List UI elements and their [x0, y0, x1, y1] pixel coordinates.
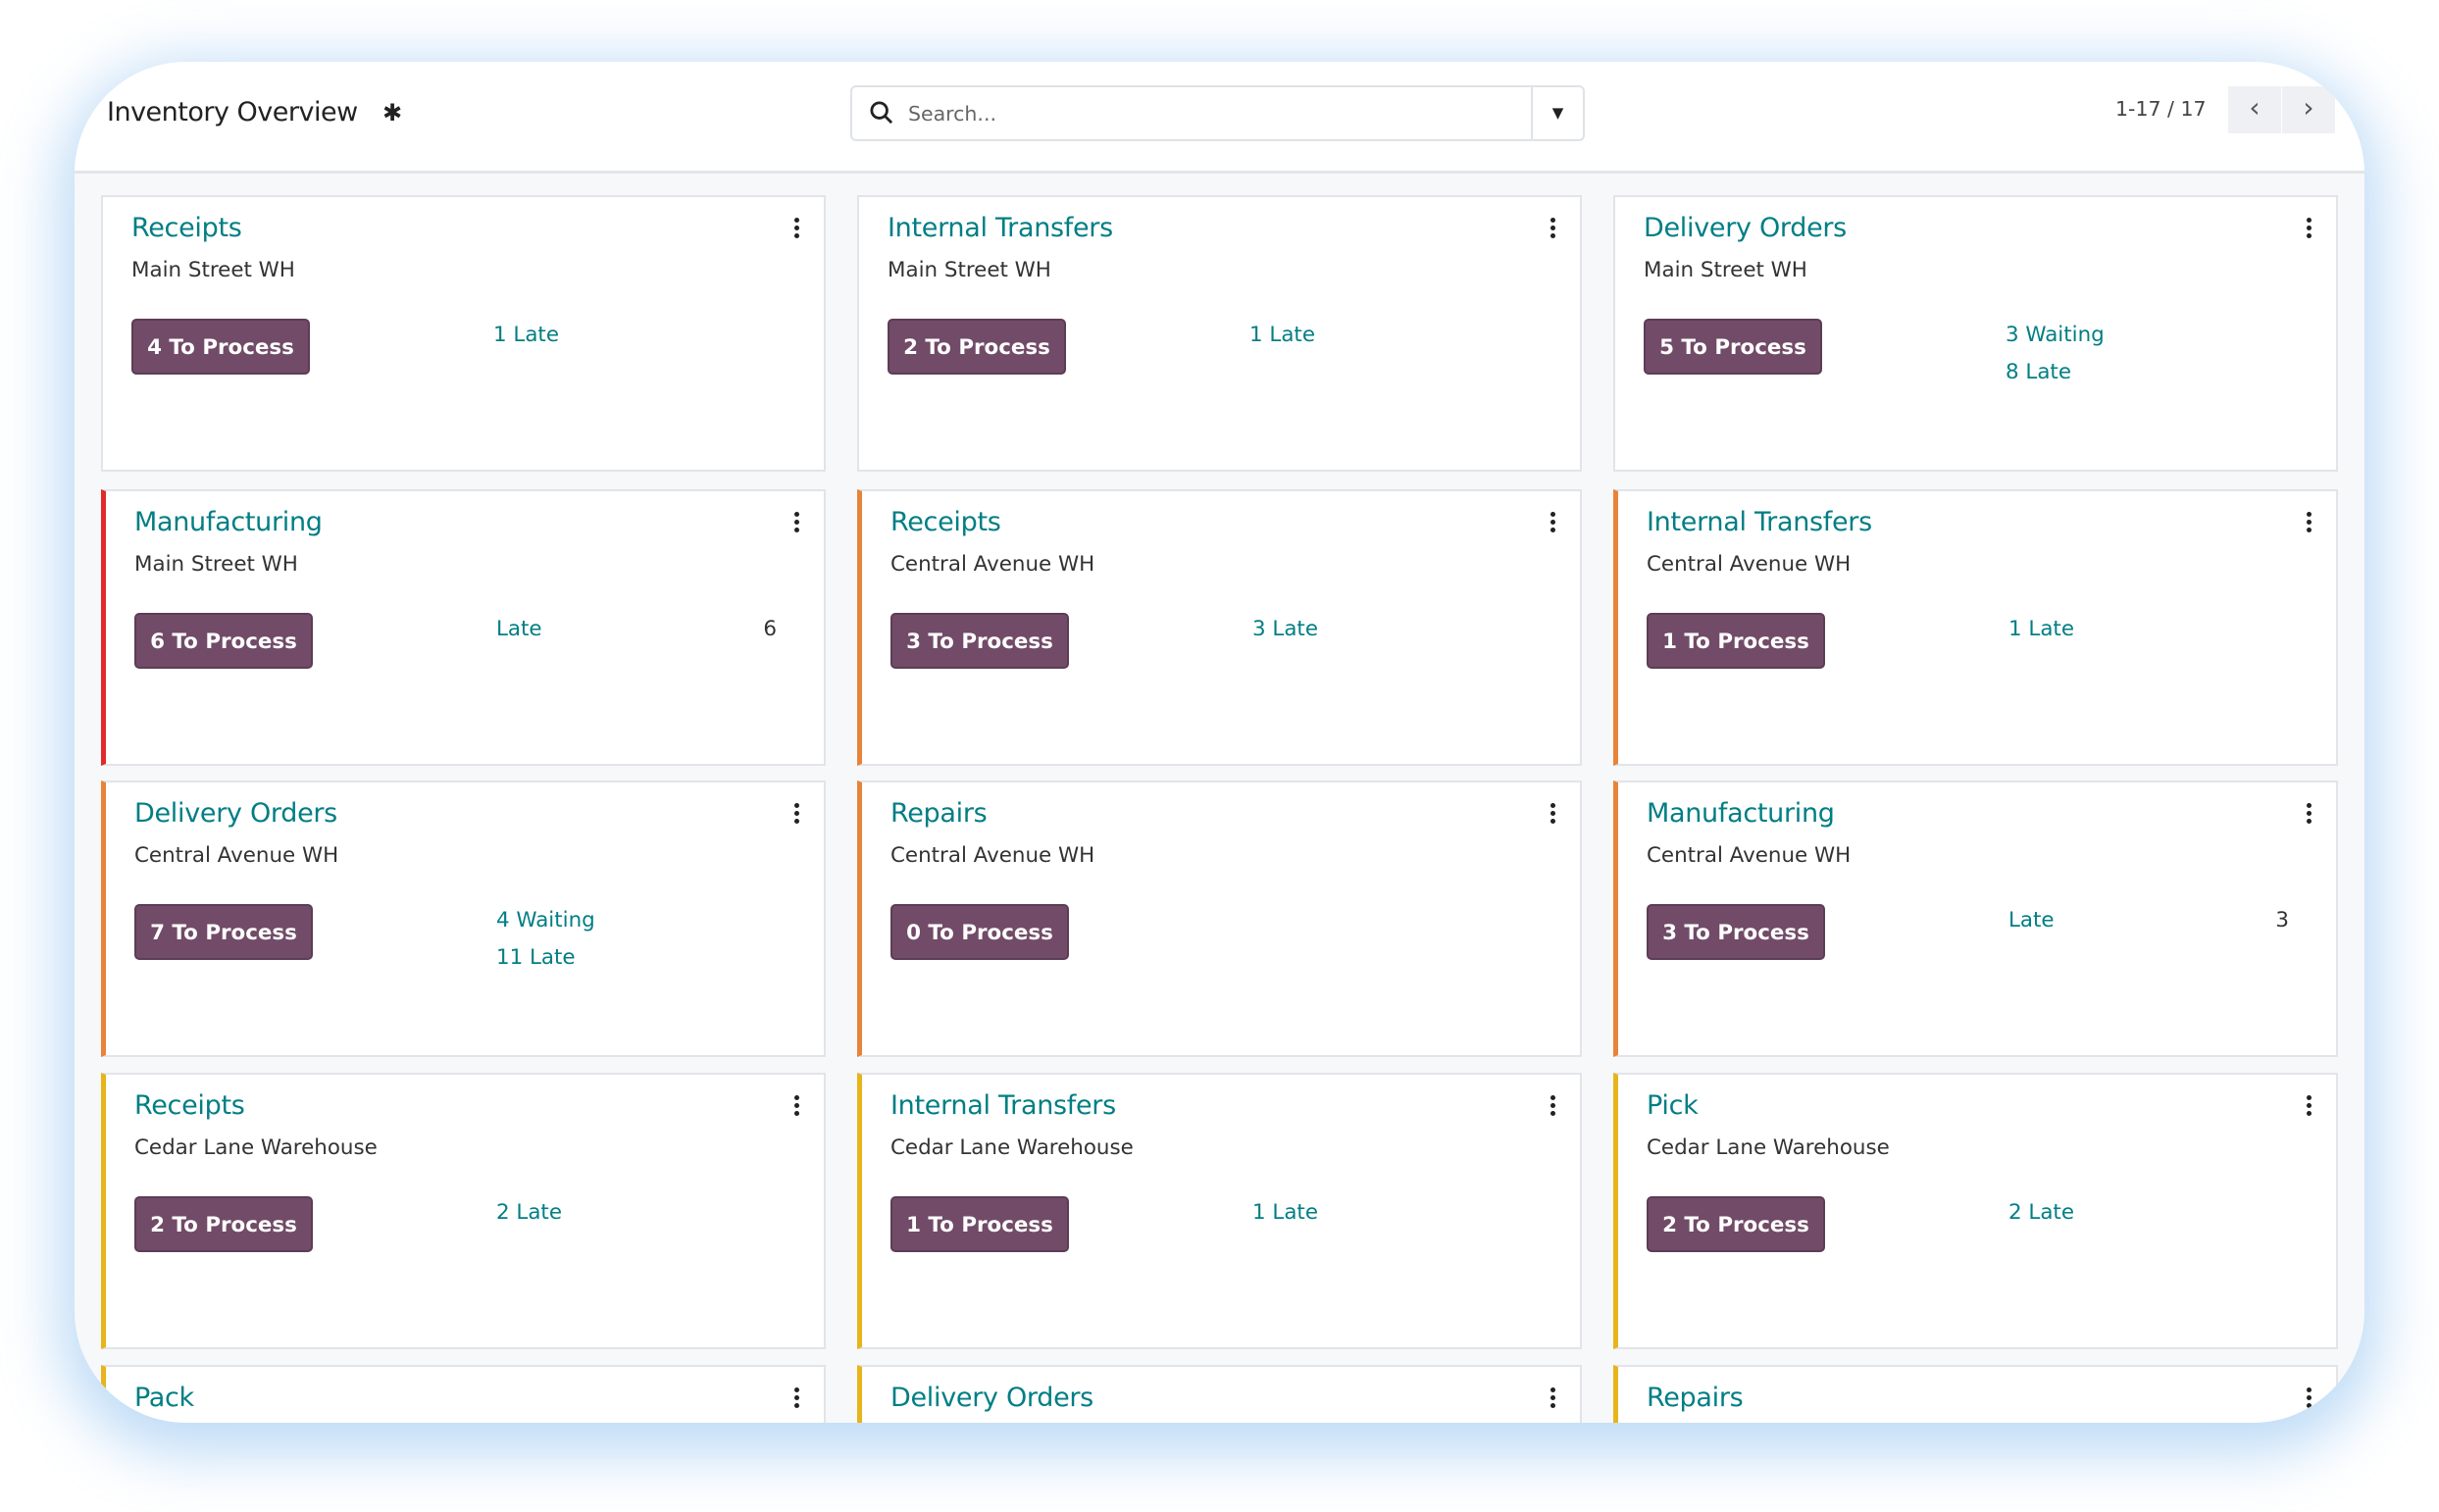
kebab-menu-icon[interactable] — [2307, 1095, 2312, 1119]
to-process-button[interactable]: 4 To Process — [131, 319, 310, 375]
status-link[interactable]: 4 Waiting — [496, 908, 595, 932]
gear-icon[interactable]: ✱ — [382, 99, 403, 126]
card-warehouse: Main Street WH — [1644, 258, 1807, 282]
pager-previous-button[interactable]: ‹ — [2228, 86, 2281, 133]
to-process-button[interactable]: 2 To Process — [888, 319, 1066, 375]
to-process-button[interactable]: 1 To Process — [1647, 613, 1825, 669]
card-warehouse: Central Avenue WH — [134, 843, 339, 868]
card-title[interactable]: Delivery Orders — [1644, 213, 1847, 243]
kanban-card[interactable]: Pack — [101, 1365, 826, 1423]
status-link[interactable]: 3 Late — [1252, 617, 1318, 641]
kanban-card[interactable]: Delivery Orders Main Street WH 5 To Proces… — [1613, 195, 2338, 472]
page-title: Inventory Overview — [107, 97, 358, 127]
status-link[interactable]: 1 Late — [1252, 1200, 1318, 1225]
kanban-card[interactable]: Pick Cedar Lane Warehouse 2 To Process 2 La… — [1613, 1073, 2338, 1349]
to-process-button[interactable]: 1 To Process — [890, 1196, 1069, 1252]
status-link[interactable]: 1 Late — [493, 323, 559, 347]
kebab-menu-icon[interactable] — [2307, 803, 2312, 827]
card-title[interactable]: Repairs — [1647, 1383, 1744, 1413]
card-title[interactable]: Manufacturing — [1647, 798, 1835, 829]
kebab-menu-icon[interactable] — [1550, 803, 1555, 827]
card-warehouse: Central Avenue WH — [890, 552, 1095, 577]
card-title[interactable]: Internal Transfers — [890, 1090, 1116, 1121]
card-title[interactable]: Internal Transfers — [888, 213, 1113, 243]
card-warehouse: Cedar Lane Warehouse — [134, 1135, 378, 1160]
kebab-menu-icon[interactable] — [794, 1095, 799, 1119]
card-warehouse: Main Street WH — [131, 258, 295, 282]
card-warehouse: Central Avenue WH — [1647, 552, 1852, 577]
search-bar[interactable]: Search... ▼ — [850, 85, 1585, 141]
status-link[interactable]: 11 Late — [496, 945, 576, 970]
status-link[interactable]: 3 Waiting — [2006, 323, 2105, 347]
to-process-button[interactable]: 2 To Process — [134, 1196, 313, 1252]
kanban-card[interactable]: Repairs — [1613, 1365, 2338, 1423]
to-process-button[interactable]: 3 To Process — [1647, 904, 1825, 960]
pager-value[interactable]: 1-17 / 17 — [2115, 97, 2207, 121]
card-warehouse: Main Street WH — [134, 552, 298, 577]
to-process-button[interactable]: 0 To Process — [890, 904, 1069, 960]
search-icon — [870, 101, 893, 125]
card-title[interactable]: Delivery Orders — [890, 1383, 1093, 1413]
card-title[interactable]: Internal Transfers — [1647, 507, 1872, 537]
kanban-card[interactable]: Receipts Central Avenue WH 3 To Process 3 L… — [857, 489, 1582, 766]
kanban-card[interactable]: Repairs Central Avenue WH 0 To Process — [857, 781, 1582, 1057]
search-options-toggle[interactable]: ▼ — [1531, 87, 1583, 139]
card-warehouse: Central Avenue WH — [890, 843, 1095, 868]
kebab-menu-icon[interactable] — [794, 218, 799, 241]
kebab-menu-icon[interactable] — [1550, 218, 1555, 241]
status-link[interactable]: Late — [2008, 908, 2055, 932]
status-link[interactable]: 1 Late — [1249, 323, 1315, 347]
kebab-menu-icon[interactable] — [1550, 1095, 1555, 1119]
kanban-card[interactable]: Delivery Orders Central Avenue WH 7 To Pro… — [101, 781, 826, 1057]
card-title[interactable]: Receipts — [890, 507, 1001, 537]
app-window: Inventory Overview ✱ Search... ▼ 1-17 / … — [75, 62, 2364, 1423]
status-link[interactable]: 2 Late — [2008, 1200, 2074, 1225]
card-title[interactable]: Pick — [1647, 1090, 1699, 1121]
kanban-card[interactable]: Receipts Main Street WH 4 To Process 1 Late — [101, 195, 826, 472]
kebab-menu-icon[interactable] — [2307, 1387, 2312, 1411]
card-title[interactable]: Repairs — [890, 798, 988, 829]
search-input[interactable]: Search... — [908, 102, 996, 126]
kanban-card[interactable]: Manufacturing Central Avenue WH 3 To Proce… — [1613, 781, 2338, 1057]
card-warehouse: Main Street WH — [888, 258, 1051, 282]
card-title[interactable]: Receipts — [131, 213, 242, 243]
kanban-card[interactable]: Manufacturing Main Street WH 6 To Process L… — [101, 489, 826, 766]
to-process-button[interactable]: 5 To Process — [1644, 319, 1822, 375]
late-count[interactable]: 3 — [2275, 908, 2289, 932]
to-process-button[interactable]: 2 To Process — [1647, 1196, 1825, 1252]
card-warehouse: Cedar Lane Warehouse — [890, 1135, 1134, 1160]
control-panel: Inventory Overview ✱ Search... ▼ 1-17 / … — [75, 62, 2364, 174]
kebab-menu-icon[interactable] — [1550, 1387, 1555, 1411]
kebab-menu-icon[interactable] — [1550, 512, 1555, 535]
status-link[interactable]: 2 Late — [496, 1200, 562, 1225]
card-title[interactable]: Delivery Orders — [134, 798, 337, 829]
kanban-card[interactable]: Internal Transfers Main Street WH 2 To Pro… — [857, 195, 1582, 472]
late-count[interactable]: 6 — [763, 617, 777, 641]
card-warehouse: Cedar Lane Warehouse — [1647, 1135, 1890, 1160]
kebab-menu-icon[interactable] — [794, 512, 799, 535]
to-process-button[interactable]: 7 To Process — [134, 904, 313, 960]
card-title[interactable]: Receipts — [134, 1090, 245, 1121]
kebab-menu-icon[interactable] — [2307, 512, 2312, 535]
kanban-card[interactable]: Receipts Cedar Lane Warehouse 2 To Process… — [101, 1073, 826, 1349]
card-warehouse: Central Avenue WH — [1647, 843, 1852, 868]
kebab-menu-icon[interactable] — [794, 1387, 799, 1411]
status-link[interactable]: Late — [496, 617, 542, 641]
kebab-menu-icon[interactable] — [794, 803, 799, 827]
status-link[interactable]: 8 Late — [2006, 360, 2071, 384]
card-title[interactable]: Manufacturing — [134, 507, 323, 537]
kanban-card[interactable]: Delivery Orders — [857, 1365, 1582, 1423]
status-link[interactable]: 1 Late — [2008, 617, 2074, 641]
card-title[interactable]: Pack — [134, 1383, 194, 1413]
kanban-card[interactable]: Internal Transfers Cedar Lane Warehouse 1 … — [857, 1073, 1582, 1349]
to-process-button[interactable]: 6 To Process — [134, 613, 313, 669]
pager-next-button[interactable]: › — [2282, 86, 2335, 133]
kebab-menu-icon[interactable] — [2307, 218, 2312, 241]
to-process-button[interactable]: 3 To Process — [890, 613, 1069, 669]
kanban-card[interactable]: Internal Transfers Central Avenue WH 1 To … — [1613, 489, 2338, 766]
